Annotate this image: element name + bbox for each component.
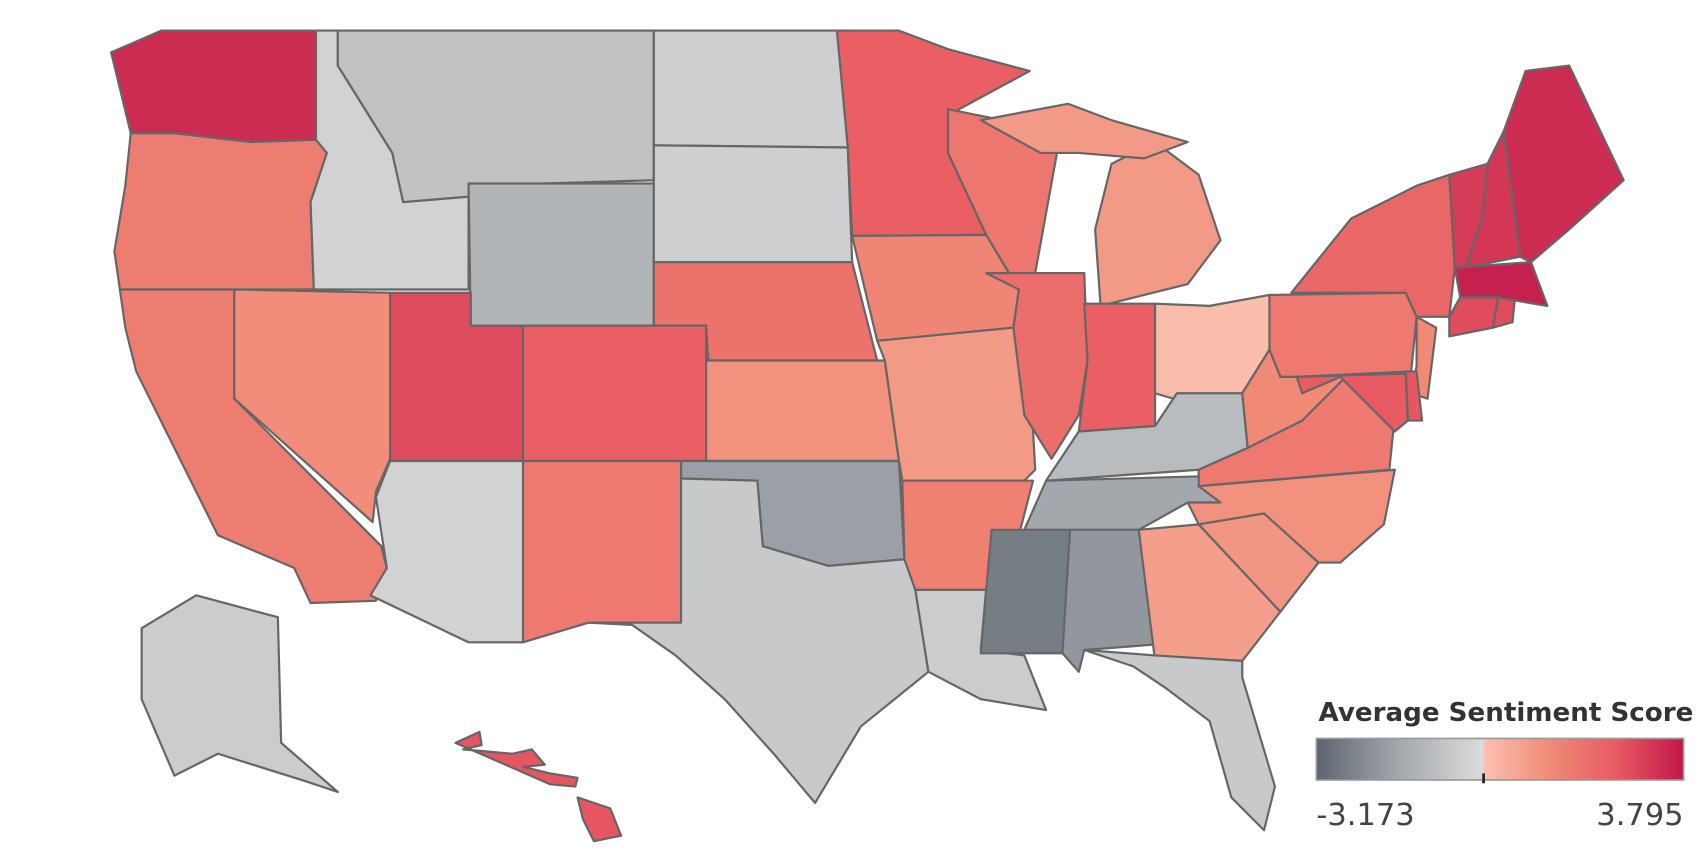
state-region bbox=[587, 477, 930, 805]
legend-gradient bbox=[1315, 737, 1685, 781]
state-region bbox=[1295, 372, 1409, 433]
legend-title: Average Sentiment Score bbox=[1319, 698, 1694, 728]
state-region bbox=[979, 528, 1072, 655]
state-region bbox=[521, 459, 683, 644]
state-region bbox=[851, 233, 1020, 342]
state-region bbox=[521, 324, 708, 463]
legend: Average Sentiment Score -3.173 3.795 bbox=[1315, 698, 1694, 833]
state-region bbox=[1453, 261, 1549, 307]
legend-min: -3.173 bbox=[1316, 798, 1414, 833]
state-region bbox=[876, 326, 1037, 482]
states bbox=[110, 29, 1625, 843]
state-region bbox=[1502, 64, 1625, 264]
state-region bbox=[979, 102, 1189, 160]
state-region bbox=[140, 594, 339, 794]
state-region bbox=[1137, 523, 1282, 662]
state-region bbox=[652, 144, 854, 264]
state-region bbox=[113, 132, 328, 291]
state-region bbox=[1448, 296, 1500, 338]
state-region bbox=[1077, 302, 1157, 433]
state-region bbox=[576, 796, 623, 843]
state-region bbox=[467, 182, 655, 327]
state-region bbox=[1268, 291, 1418, 378]
state-region bbox=[1491, 296, 1516, 329]
legend-max: 3.795 bbox=[1596, 798, 1683, 833]
state-region bbox=[369, 459, 525, 644]
state-region bbox=[652, 29, 849, 149]
state-region bbox=[1464, 129, 1522, 269]
state-region bbox=[1094, 140, 1222, 307]
state-region bbox=[110, 29, 318, 144]
state-region bbox=[1083, 648, 1277, 832]
state-region bbox=[454, 730, 579, 788]
state-region bbox=[1186, 468, 1396, 564]
state-region bbox=[985, 272, 1089, 460]
map-root: Average Sentiment Score -3.173 3.795 bbox=[110, 29, 1694, 843]
state-region bbox=[705, 359, 901, 463]
